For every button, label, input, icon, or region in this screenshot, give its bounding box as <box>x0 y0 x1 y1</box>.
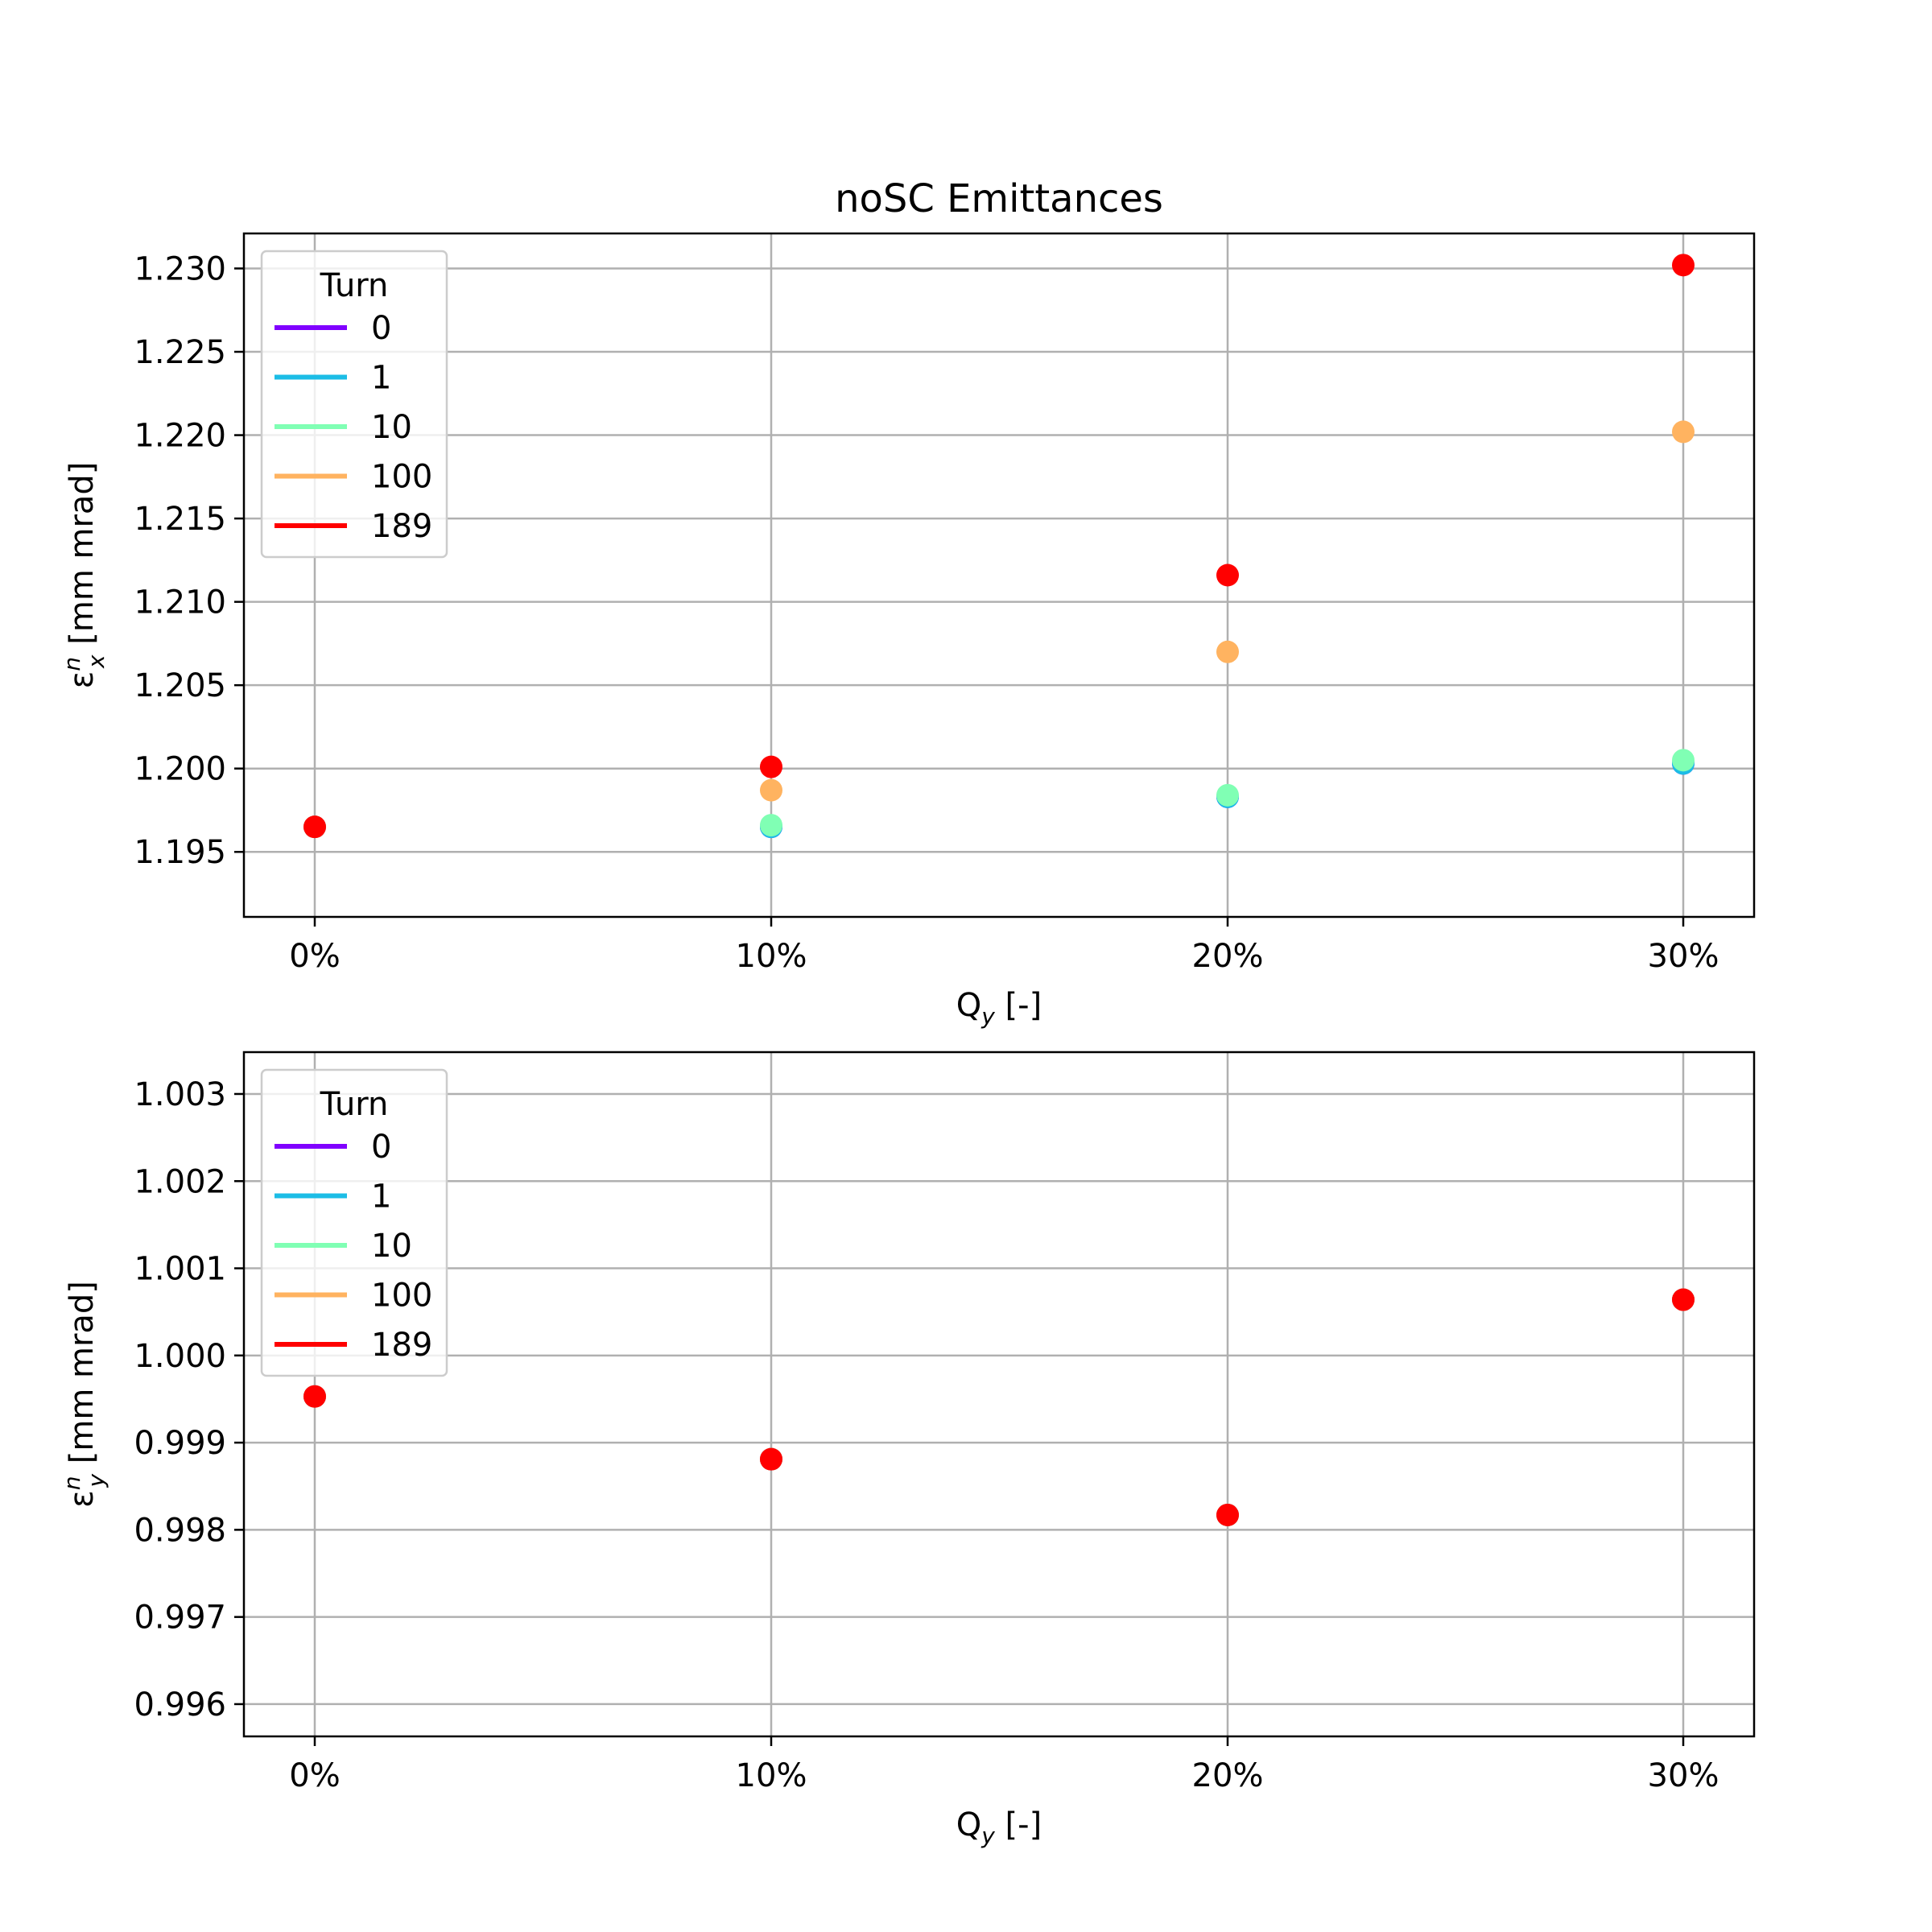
legend-title: Turn <box>320 267 389 304</box>
legend-entry-turn-10: 10 <box>371 1228 412 1265</box>
x-tick-label: 10% <box>736 1757 807 1794</box>
y-tick-label: 1.001 <box>134 1251 226 1288</box>
y-tick-label: 1.225 <box>134 334 226 371</box>
x-tick-label: 20% <box>1192 938 1264 975</box>
x-tick-label: 20% <box>1192 1757 1264 1794</box>
y-tick-label: 1.003 <box>134 1076 226 1113</box>
y-tick-label: 1.195 <box>134 834 226 871</box>
legend-entry-turn-0: 0 <box>371 1129 391 1166</box>
legend: Turn 0 1 10 100 189 <box>260 1068 448 1377</box>
data-point-turn-189 <box>1672 254 1695 277</box>
data-point-turn-189 <box>760 755 782 778</box>
y-axis-label: εnx [mm mrad] <box>59 462 109 689</box>
y-tick-label: 0.999 <box>134 1425 226 1462</box>
legend-entry-turn-1: 1 <box>371 360 391 397</box>
data-point-turn-10 <box>1672 749 1695 772</box>
x-tick-label: 30% <box>1648 1757 1719 1794</box>
data-point-turn-100 <box>760 778 782 802</box>
x-tick-label: 10% <box>736 938 807 975</box>
y-tick-label: 1.000 <box>134 1338 226 1375</box>
data-point-turn-100 <box>1672 420 1695 444</box>
data-point-turn-189 <box>303 815 326 839</box>
y-tick-label: 1.220 <box>134 418 226 455</box>
legend-entry-turn-100: 100 <box>371 1278 432 1315</box>
legend-entry-turn-0: 0 <box>371 310 391 347</box>
data-point-turn-189 <box>1672 1288 1695 1311</box>
y-tick-label: 1.205 <box>134 667 226 704</box>
data-point-turn-189 <box>1216 1503 1239 1526</box>
legend-entry-turn-189: 189 <box>371 1327 432 1364</box>
y-tick-label: 1.210 <box>134 584 226 621</box>
x-tick-label: 0% <box>289 938 340 975</box>
data-point-turn-189 <box>760 1447 782 1471</box>
y-tick-label: 1.230 <box>134 250 226 287</box>
data-point-turn-10 <box>760 814 782 837</box>
x-axis-label: Qy [-] <box>956 987 1042 1030</box>
legend-entry-turn-100: 100 <box>371 459 432 496</box>
legend-entry-turn-1: 1 <box>371 1179 391 1216</box>
bottom-panel-y-emittance: 0% 10% 20% 30% 0.996 0.997 0.998 0.999 1.000 1.00… <box>59 1051 1756 1849</box>
y-axis-label: εny [mm mrad] <box>59 1281 109 1508</box>
x-tick-label: 0% <box>289 1757 340 1794</box>
axes-frame <box>242 232 1756 919</box>
figure-title: noSC Emittances <box>835 176 1163 221</box>
y-tick-label: 0.998 <box>134 1512 226 1549</box>
y-tick-label: 0.997 <box>134 1600 226 1637</box>
x-tick-label: 30% <box>1648 938 1719 975</box>
legend-title: Turn <box>320 1086 389 1123</box>
y-tick-label: 1.002 <box>134 1163 226 1200</box>
data-point-turn-189 <box>303 1385 326 1408</box>
x-axis-label: Qy [-] <box>956 1806 1042 1849</box>
axes-frame <box>242 1051 1756 1738</box>
y-tick-label: 1.200 <box>134 751 226 788</box>
data-point-turn-10 <box>1216 783 1239 807</box>
top-panel-x-emittance: 0% 10% 20% 30% 1.195 1.200 1.205 1.210 1.215 1.22… <box>59 232 1756 1030</box>
legend-entry-turn-10: 10 <box>371 409 412 446</box>
data-point-turn-189 <box>1216 564 1239 587</box>
legend-entry-turn-189: 189 <box>371 508 432 545</box>
y-tick-label: 0.996 <box>134 1686 226 1724</box>
data-point-turn-100 <box>1216 640 1239 663</box>
y-tick-label: 1.215 <box>134 501 226 538</box>
legend: Turn 0 1 10 100 189 <box>260 250 448 559</box>
